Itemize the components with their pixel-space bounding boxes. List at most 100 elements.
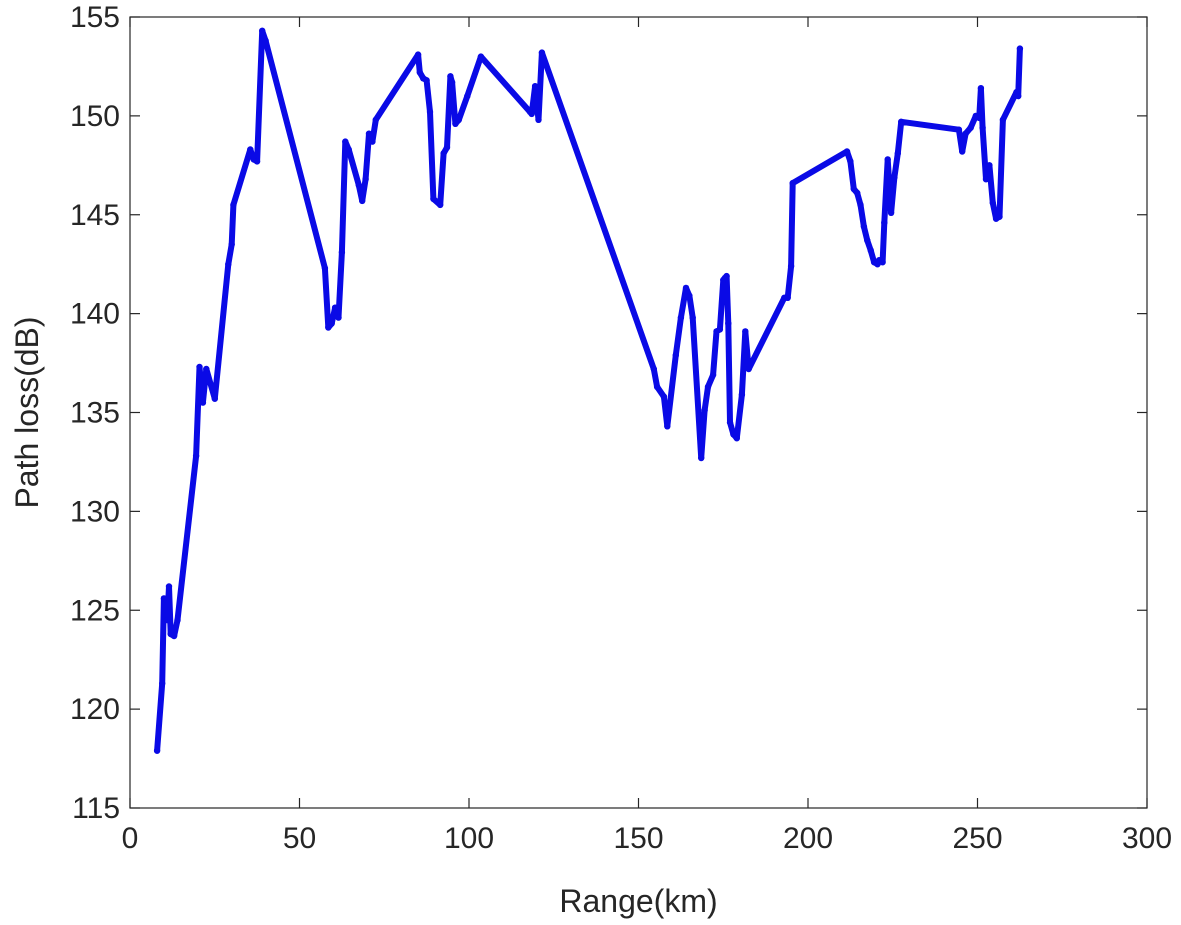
- y-tick-label: 155: [70, 1, 120, 34]
- data-point: [979, 124, 986, 131]
- data-point: [959, 148, 966, 155]
- data-point: [455, 116, 462, 124]
- data-point: [355, 181, 362, 189]
- data-point: [174, 616, 181, 624]
- y-tick-label: 125: [70, 594, 120, 627]
- data-point: [879, 259, 886, 266]
- data-point: [426, 108, 434, 116]
- data-point: [664, 423, 671, 430]
- data-point: [345, 146, 352, 153]
- data-point: [843, 148, 851, 155]
- data-point: [331, 304, 339, 311]
- data-point: [535, 116, 542, 124]
- data-point: [738, 391, 746, 398]
- y-tick-label: 145: [70, 199, 120, 232]
- data-point: [686, 292, 693, 299]
- data-point: [891, 174, 898, 181]
- data-point: [430, 195, 437, 203]
- data-point: [423, 77, 430, 84]
- y-tick-label: 120: [70, 693, 120, 726]
- data-point: [321, 264, 329, 272]
- data-point: [165, 583, 173, 590]
- x-axis-label: Range(km): [559, 883, 717, 919]
- data-point: [170, 632, 178, 640]
- data-point: [199, 399, 207, 406]
- y-tick-label: 135: [70, 397, 120, 430]
- data-point: [211, 395, 218, 402]
- data-point: [962, 130, 969, 137]
- data-point: [704, 383, 712, 390]
- data-point: [986, 162, 993, 169]
- data-point: [203, 365, 210, 373]
- data-point: [477, 53, 485, 60]
- data-point: [365, 130, 373, 137]
- data-point: [192, 452, 200, 460]
- data-point: [342, 138, 349, 145]
- data-point: [898, 118, 905, 126]
- data-point: [262, 37, 269, 44]
- data-point: [448, 79, 456, 86]
- x-tick-label: 100: [444, 822, 494, 855]
- data-point: [372, 116, 379, 124]
- data-point: [887, 209, 895, 216]
- data-point: [160, 595, 168, 602]
- data-point: [864, 237, 871, 244]
- y-axis-label: Path loss(dB): [9, 316, 45, 508]
- x-tick-label: 300: [1122, 822, 1172, 855]
- data-point: [955, 126, 963, 133]
- data-point: [531, 83, 539, 90]
- data-point: [989, 199, 996, 207]
- y-tick-label: 130: [70, 495, 120, 528]
- data-point: [733, 435, 740, 442]
- data-point: [1016, 45, 1024, 52]
- data-point: [847, 158, 854, 165]
- data-point: [976, 114, 983, 122]
- data-point: [369, 138, 376, 145]
- data-point: [230, 201, 237, 209]
- data-point: [999, 116, 1007, 124]
- data-point: [362, 176, 369, 183]
- data-point: [881, 219, 888, 226]
- data-point: [247, 146, 254, 153]
- data-point: [789, 179, 796, 187]
- x-tick-label: 50: [283, 822, 316, 855]
- data-point: [538, 49, 546, 56]
- series-layer: [153, 27, 1024, 754]
- data-point: [857, 201, 864, 209]
- data-point: [660, 393, 668, 400]
- data-point: [153, 747, 161, 754]
- data-point: [447, 73, 454, 80]
- data-point: [689, 314, 696, 321]
- data-point: [977, 85, 985, 92]
- data-point: [784, 294, 791, 301]
- data-point: [228, 241, 235, 248]
- data-point: [787, 263, 795, 270]
- data-point: [416, 69, 423, 76]
- x-tick-label: 150: [613, 822, 663, 855]
- data-point: [528, 110, 535, 118]
- data-point: [854, 189, 861, 197]
- x-tick-label: 250: [952, 822, 1002, 855]
- data-point: [338, 249, 346, 256]
- data-point: [464, 92, 471, 100]
- data-point: [742, 328, 749, 335]
- data-point: [225, 261, 232, 268]
- data-point: [698, 454, 705, 462]
- data-point: [259, 27, 266, 34]
- data-point: [894, 150, 901, 157]
- data-point: [682, 284, 690, 292]
- data-point: [723, 272, 730, 280]
- data-point: [359, 197, 366, 205]
- data-point: [443, 144, 451, 151]
- data-point: [716, 326, 724, 333]
- data-point: [335, 314, 342, 321]
- data-point: [437, 201, 444, 209]
- data-point: [677, 314, 685, 321]
- data-point: [253, 158, 261, 165]
- data-point: [884, 156, 891, 163]
- data-point: [196, 363, 203, 371]
- data-point: [672, 352, 679, 359]
- data-point: [328, 320, 335, 327]
- data-point: [440, 150, 447, 157]
